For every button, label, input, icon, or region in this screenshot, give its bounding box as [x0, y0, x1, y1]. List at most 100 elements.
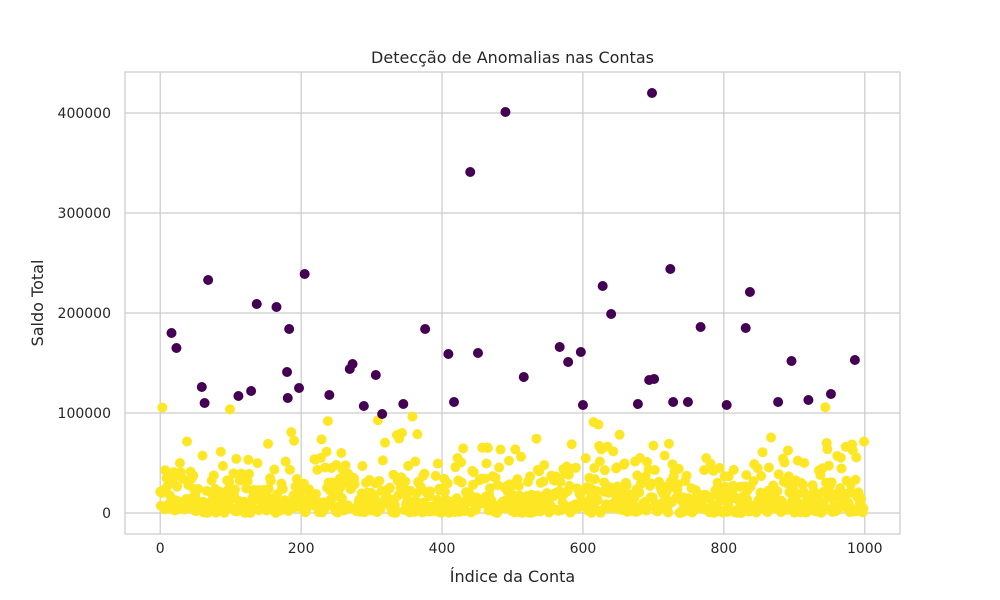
- normal-point: [632, 470, 643, 481]
- normal-point: [634, 487, 645, 498]
- normal-point: [289, 435, 300, 446]
- anomaly-point: [577, 400, 588, 410]
- normal-point: [741, 469, 752, 480]
- normal-point: [851, 452, 862, 463]
- anomaly-point: [284, 324, 295, 334]
- normal-point: [757, 447, 768, 458]
- normal-point: [284, 464, 295, 475]
- normal-point: [456, 457, 467, 468]
- anomaly-point: [233, 391, 244, 401]
- normal-point: [642, 502, 653, 513]
- anomaly-point: [465, 167, 476, 177]
- normal-point: [263, 483, 274, 494]
- normal-point: [514, 490, 525, 501]
- normal-point: [286, 427, 297, 438]
- normal-point: [269, 464, 280, 475]
- normal-point: [779, 457, 790, 468]
- normal-point: [484, 483, 495, 494]
- anomaly-point: [695, 322, 706, 332]
- normal-point: [379, 437, 390, 448]
- anomaly-point: [294, 383, 305, 393]
- anomaly-point: [665, 264, 676, 274]
- x-tick-label: 600: [570, 541, 597, 557]
- normal-point: [391, 505, 402, 516]
- x-tick-label: 200: [288, 541, 315, 557]
- normal-point: [243, 454, 254, 465]
- normal-point: [432, 458, 443, 469]
- normal-point: [182, 436, 192, 447]
- normal-point: [217, 460, 228, 471]
- normal-point: [648, 440, 659, 451]
- normal-point: [231, 453, 242, 464]
- normal-point: [555, 476, 566, 487]
- normal-point: [782, 445, 793, 456]
- anomaly-point: [377, 409, 388, 419]
- normal-point: [456, 477, 467, 488]
- anomaly-point: [575, 347, 586, 357]
- normal-point: [593, 419, 604, 430]
- anomaly-point: [171, 343, 182, 353]
- normal-point: [384, 482, 395, 493]
- normal-point: [188, 470, 199, 481]
- anomaly-point: [773, 397, 784, 407]
- normal-point: [856, 494, 867, 505]
- anomaly-point: [744, 287, 755, 297]
- anomaly-point: [597, 281, 608, 291]
- normal-point: [663, 507, 674, 518]
- normal-point: [242, 476, 253, 487]
- normal-point: [172, 481, 183, 492]
- x-axis-label: Índice da Conta: [450, 567, 575, 586]
- normal-point: [157, 402, 168, 413]
- normal-point: [197, 450, 208, 461]
- normal-point: [322, 416, 333, 427]
- anomaly-point: [518, 372, 529, 382]
- anomaly-point: [199, 398, 210, 408]
- anomaly-point: [606, 309, 617, 319]
- normal-point: [400, 476, 411, 487]
- anomaly-point: [196, 382, 207, 392]
- anomaly-point: [203, 275, 214, 285]
- normal-point: [513, 481, 524, 492]
- normal-point: [538, 476, 549, 487]
- anomaly-point: [443, 349, 454, 359]
- y-tick-label: 200000: [58, 306, 111, 322]
- anomaly-point: [246, 386, 257, 396]
- normal-point: [539, 460, 550, 471]
- normal-point: [835, 452, 846, 463]
- normal-point: [756, 471, 767, 482]
- anomaly-point: [554, 342, 565, 352]
- normal-point: [425, 486, 436, 497]
- anomaly-point: [649, 374, 660, 384]
- normal-point: [619, 458, 630, 469]
- anomaly-point: [398, 399, 409, 409]
- normal-point: [566, 439, 577, 450]
- normal-point: [439, 486, 450, 497]
- normal-point: [481, 458, 492, 469]
- plot-frame: [124, 71, 901, 535]
- x-tick-label: 0: [156, 541, 165, 557]
- normal-point: [621, 480, 632, 491]
- anomaly-point: [271, 302, 282, 312]
- normal-point: [412, 429, 423, 440]
- normal-point: [430, 470, 441, 481]
- normal-point: [859, 436, 870, 447]
- normal-point: [592, 494, 603, 505]
- normal-point: [822, 444, 833, 455]
- normal-point: [646, 478, 657, 489]
- normal-point: [858, 503, 869, 514]
- x-tick-label: 400: [429, 541, 456, 557]
- normal-point: [704, 493, 715, 504]
- anomaly-point: [786, 356, 797, 366]
- normal-point: [799, 457, 810, 468]
- anomaly-point: [358, 401, 369, 411]
- normal-point: [752, 463, 763, 474]
- anomaly-point: [299, 269, 310, 279]
- normal-point: [614, 429, 625, 440]
- anomaly-point: [721, 400, 732, 410]
- normal-point: [608, 446, 619, 457]
- normal-point: [280, 456, 291, 467]
- normal-point: [160, 465, 171, 476]
- normal-point: [340, 460, 351, 471]
- y-tick-labels: 0 100000 200000 300000 400000: [58, 106, 111, 522]
